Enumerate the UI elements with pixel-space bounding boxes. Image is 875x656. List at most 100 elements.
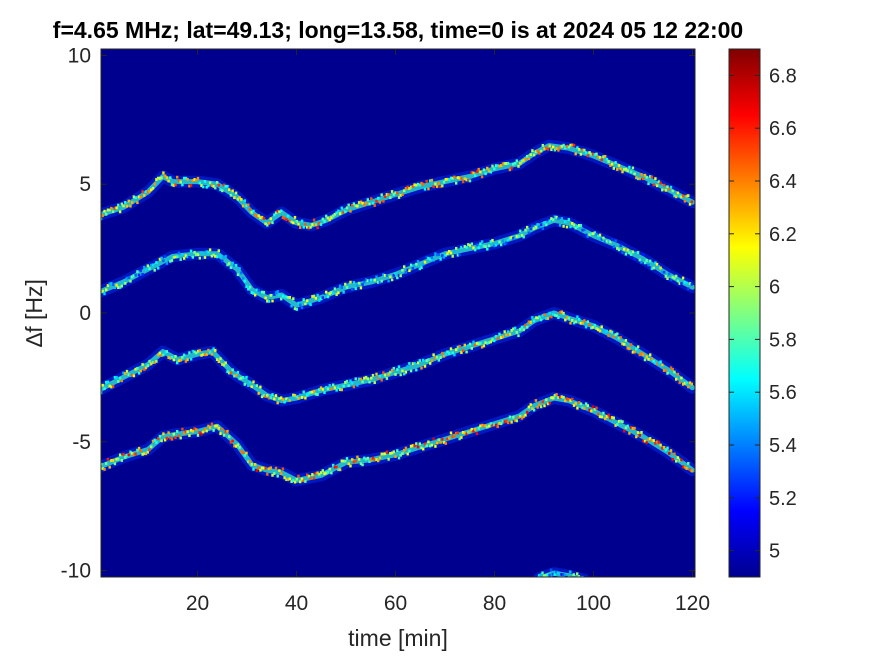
heat-cell xyxy=(645,259,648,262)
heat-cell xyxy=(416,445,420,449)
heat-cell xyxy=(541,400,544,404)
heat-cell xyxy=(131,451,134,455)
heat-cell xyxy=(321,388,324,391)
heat-cell xyxy=(257,466,260,470)
heat-cell xyxy=(385,377,389,380)
heat-cell xyxy=(280,297,283,301)
heat-cell xyxy=(522,415,525,419)
heat-cell xyxy=(558,310,562,314)
heat-cell xyxy=(442,354,446,358)
heat-cell xyxy=(690,382,693,386)
heat-cell xyxy=(148,267,151,270)
heat-cell xyxy=(415,368,418,372)
heat-cell xyxy=(332,383,335,387)
heat-cell xyxy=(678,381,681,384)
heat-cell xyxy=(617,419,621,423)
heat-cell xyxy=(581,575,584,577)
heat-cell xyxy=(354,459,357,463)
heat-cell xyxy=(113,462,117,466)
heat-cell xyxy=(157,353,160,357)
heat-cell xyxy=(333,465,337,469)
heat-cell xyxy=(657,361,661,365)
heat-cell xyxy=(486,341,489,345)
heat-cell xyxy=(489,170,492,174)
heat-cell xyxy=(444,352,447,356)
heat-cell xyxy=(248,207,252,211)
heat-cell xyxy=(347,384,350,388)
heat-cell xyxy=(132,274,136,278)
heat-cell xyxy=(146,450,149,454)
heat-cell xyxy=(496,241,499,245)
heat-cell xyxy=(626,169,629,173)
heat-cell xyxy=(574,402,577,405)
heat-cell xyxy=(203,180,207,183)
heat-cell xyxy=(389,452,392,455)
heat-cell xyxy=(629,253,633,256)
heat-cell xyxy=(474,427,477,431)
heat-cell xyxy=(650,439,654,442)
heat-cell xyxy=(429,362,432,365)
heat-cell xyxy=(642,439,645,443)
heat-cell xyxy=(401,369,404,373)
heat-cell xyxy=(487,424,491,428)
heat-cell xyxy=(214,186,217,190)
heat-cell xyxy=(551,572,555,576)
x-tick-label: 120 xyxy=(675,592,710,615)
heat-cell xyxy=(650,357,654,361)
heat-cell xyxy=(661,188,664,192)
heat-cell xyxy=(425,359,428,362)
heat-cell xyxy=(422,447,425,451)
heat-cell xyxy=(683,280,687,284)
heat-cell xyxy=(371,278,375,282)
heat-cell xyxy=(120,284,123,288)
heat-cell xyxy=(607,239,610,243)
heat-cell xyxy=(657,440,661,444)
heat-cell xyxy=(411,362,415,365)
heat-cell xyxy=(113,206,117,210)
heat-cell xyxy=(668,187,671,191)
heat-cell xyxy=(110,206,113,210)
heat-cell xyxy=(563,573,567,577)
heat-cell xyxy=(456,345,460,349)
heat-cell xyxy=(600,158,603,162)
heat-cell xyxy=(325,385,328,389)
heat-cell xyxy=(590,232,593,236)
heat-cell xyxy=(607,160,610,163)
heat-cell xyxy=(437,438,440,442)
heat-cell xyxy=(415,183,418,187)
heat-cell xyxy=(446,350,449,354)
heat-cell xyxy=(311,390,314,394)
heat-cell xyxy=(425,444,428,448)
heat-cell xyxy=(675,459,678,463)
heat-cell xyxy=(318,472,321,476)
heat-cell xyxy=(293,216,297,219)
x-tick-label: 100 xyxy=(576,592,611,615)
heat-cell xyxy=(363,456,366,460)
heat-cell xyxy=(380,378,383,382)
heat-cell xyxy=(203,256,207,259)
heat-cell xyxy=(675,377,678,381)
heat-cell xyxy=(269,293,272,297)
heat-cell xyxy=(662,369,666,372)
heat-cell xyxy=(266,223,269,227)
heat-cell xyxy=(264,222,267,226)
heat-cell xyxy=(328,292,331,296)
heat-cell xyxy=(538,151,541,155)
heat-cell xyxy=(555,314,558,318)
heat-cell xyxy=(176,255,179,259)
heat-cell xyxy=(579,224,583,227)
heat-cell xyxy=(555,393,558,396)
heat-cell xyxy=(351,458,354,461)
heat-cell xyxy=(125,276,129,280)
heat-cell xyxy=(607,413,610,417)
heat-cell xyxy=(399,453,402,457)
heat-cell xyxy=(117,203,120,207)
heat-cell xyxy=(103,468,106,471)
heat-cell xyxy=(136,270,139,273)
heat-cell xyxy=(231,439,234,443)
heat-cell xyxy=(647,263,650,267)
heat-cell xyxy=(628,165,631,169)
heat-cell xyxy=(437,358,440,362)
heat-cell xyxy=(444,178,447,181)
heat-cell xyxy=(271,221,274,225)
